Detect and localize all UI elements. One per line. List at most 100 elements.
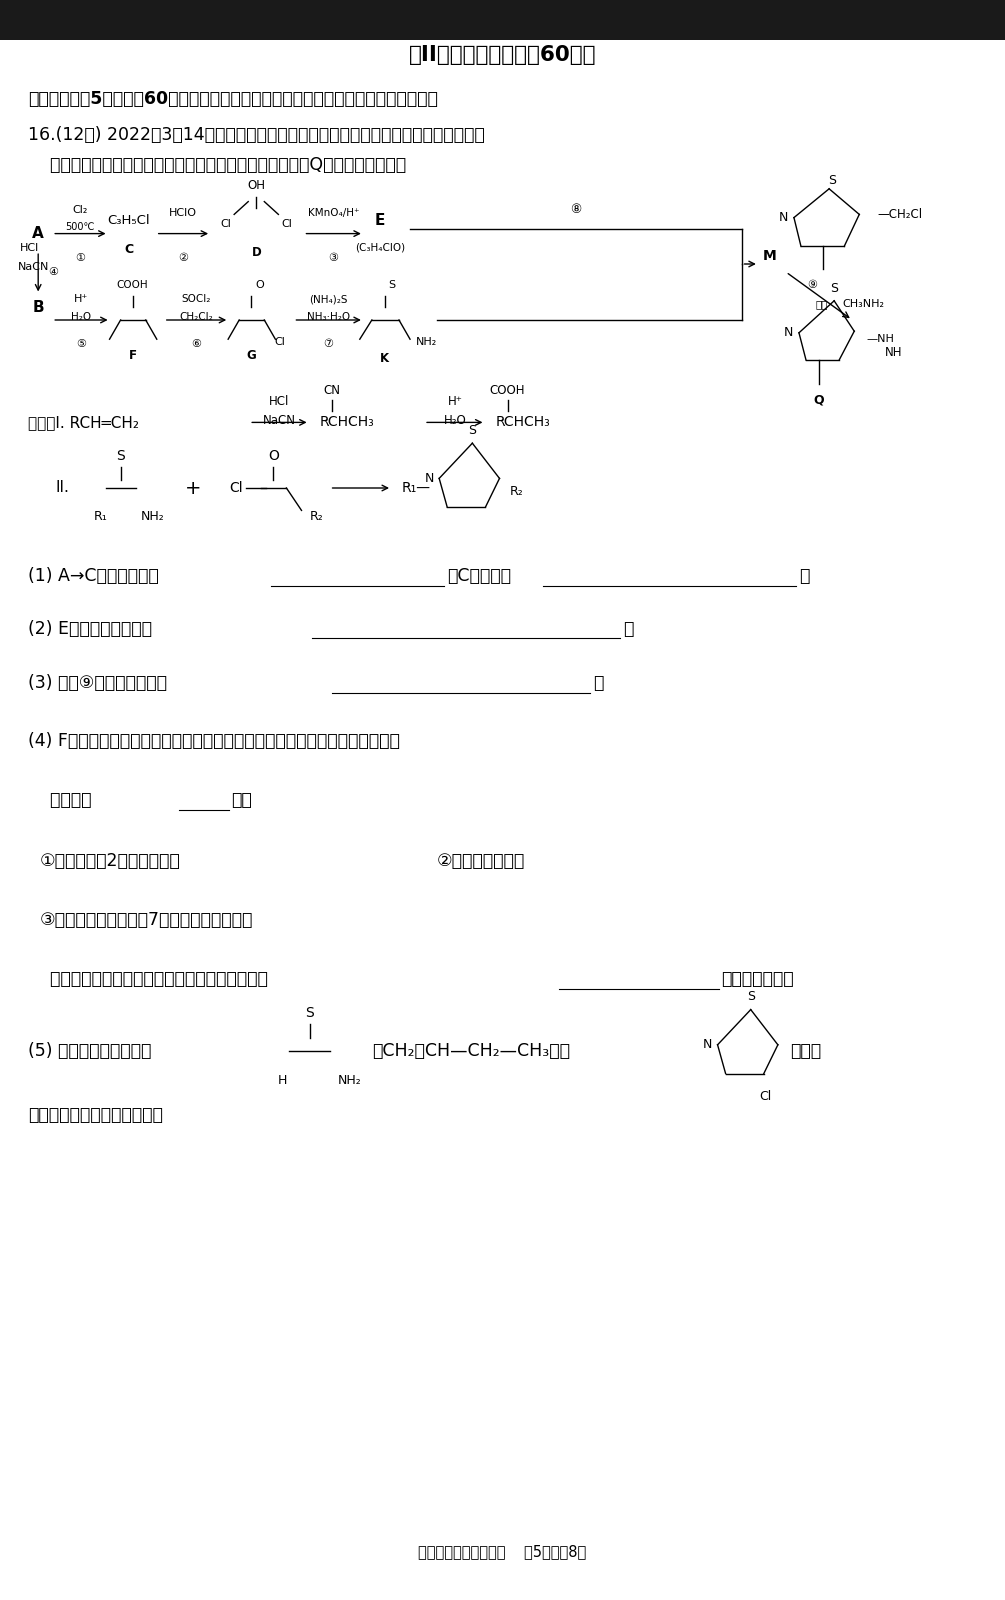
Text: K: K: [380, 352, 390, 365]
Text: RCHCH₃: RCHCH₃: [495, 416, 550, 429]
Text: C₃H₅Cl: C₃H₅Cl: [108, 214, 150, 227]
Text: C: C: [124, 243, 134, 256]
Text: (NH₄)₂S: (NH₄)₂S: [310, 294, 348, 304]
Text: O: O: [255, 280, 263, 290]
Text: M: M: [763, 250, 777, 262]
Text: ②: ②: [178, 253, 188, 262]
Text: (3) 反应⑨的化学方程式为: (3) 反应⑨的化学方程式为: [28, 674, 167, 693]
Text: NH₂: NH₂: [416, 338, 437, 347]
Text: ⑥: ⑥: [191, 339, 201, 349]
Text: 路线（其他无机试剂任选）。: 路线（其他无机试剂任选）。: [28, 1106, 163, 1125]
Text: OH: OH: [247, 179, 265, 192]
Text: ⑤: ⑤: [76, 339, 86, 349]
Text: —NH: —NH: [866, 334, 894, 344]
Text: N: N: [784, 326, 794, 339]
Text: 第II卷（非选择题，共60分）: 第II卷（非选择题，共60分）: [409, 45, 596, 66]
Text: NaCN: NaCN: [263, 414, 295, 427]
Text: H⁺: H⁺: [74, 294, 88, 304]
Text: Cl: Cl: [274, 338, 284, 347]
Text: II.: II.: [55, 480, 69, 496]
Text: 异构）有: 异构）有: [28, 790, 91, 810]
Text: HCl: HCl: [269, 395, 289, 408]
Text: E: E: [375, 213, 385, 229]
Text: S: S: [830, 282, 838, 294]
Text: —CH₂Cl: —CH₂Cl: [877, 208, 923, 221]
Text: 500℃: 500℃: [65, 222, 95, 232]
Text: R₁—: R₁—: [402, 482, 431, 494]
Text: ⑨: ⑨: [807, 280, 817, 290]
Text: 16.(12分) 2022年3月14日国家卫健委公布的《新型冠状病毒肌炎诊疗方案》，将抗新: 16.(12分) 2022年3月14日国家卫健委公布的《新型冠状病毒肌炎诊疗方案…: [28, 126, 484, 144]
Text: NH₂: NH₂: [338, 1074, 362, 1086]
Text: ①: ①: [75, 253, 85, 262]
Text: G: G: [246, 349, 256, 362]
Text: ③: ③: [329, 253, 339, 262]
Text: COOH: COOH: [117, 280, 149, 290]
Text: Cl: Cl: [760, 1090, 772, 1102]
Text: 。: 。: [593, 674, 603, 693]
Text: D: D: [251, 246, 261, 259]
Text: ④: ④: [48, 267, 58, 277]
Text: COOH: COOH: [489, 384, 526, 397]
Text: 。: 。: [623, 619, 633, 638]
Text: 其中含有手性碳原子的同分异构体的结构简式为: 其中含有手性碳原子的同分异构体的结构简式为: [28, 970, 268, 989]
Text: O: O: [268, 450, 278, 462]
Text: (5) 综合上述信息，写出: (5) 综合上述信息，写出: [28, 1042, 152, 1061]
Text: A: A: [32, 226, 44, 242]
Text: S: S: [468, 424, 476, 437]
Text: ⑦: ⑦: [324, 339, 334, 349]
Text: CH₂Cl₂: CH₂Cl₂: [179, 312, 213, 322]
Text: N: N: [779, 211, 789, 224]
Text: Cl: Cl: [229, 482, 243, 494]
Text: SOCl₂: SOCl₂: [181, 294, 211, 304]
Text: N: N: [702, 1038, 713, 1051]
Text: F: F: [129, 349, 137, 362]
Text: （只写一种）。: （只写一种）。: [722, 970, 794, 989]
Text: N: N: [424, 472, 434, 485]
Text: (2) E中官能团的名称为: (2) E中官能团的名称为: [28, 619, 152, 638]
Text: HCl: HCl: [20, 243, 39, 253]
Text: 冠病毒药物利托那韦片写入诊疗方案，该药的一种中间体Q的合成路线如下：: 冠病毒药物利托那韦片写入诊疗方案，该药的一种中间体Q的合成路线如下：: [28, 155, 406, 174]
Text: S: S: [306, 1006, 314, 1019]
Text: 种。: 种。: [231, 790, 252, 810]
Text: 三、本题包括5小题，共60分。答案必须写在答题卡内相应的位置，不能写在试卷上。: 三、本题包括5小题，共60分。答案必须写在答题卡内相应的位置，不能写在试卷上。: [28, 90, 438, 109]
Text: H⁺: H⁺: [448, 395, 462, 408]
Text: ；C的名称为: ；C的名称为: [447, 566, 512, 586]
Text: R₂: R₂: [310, 510, 324, 523]
Text: 过量: 过量: [816, 299, 828, 309]
Text: KMnO₄/H⁺: KMnO₄/H⁺: [308, 208, 360, 218]
Text: (1) A→C的反应类型为: (1) A→C的反应类型为: [28, 566, 159, 586]
Text: S: S: [117, 450, 125, 462]
Text: Cl: Cl: [221, 219, 231, 229]
Text: CH₃NH₂: CH₃NH₂: [842, 299, 884, 309]
Text: H: H: [277, 1074, 287, 1086]
Text: NH: NH: [884, 346, 901, 358]
Text: CN: CN: [324, 384, 340, 397]
Text: ②能发生銀镜反应: ②能发生銀镜反应: [437, 851, 526, 870]
Text: B: B: [32, 299, 44, 315]
Text: NH₃·H₂O: NH₃·H₂O: [308, 312, 350, 322]
Text: HClO: HClO: [169, 208, 197, 218]
Text: R₂: R₂: [510, 485, 524, 498]
Text: ①苯环上只有2个对位取代基: ①苯环上只有2个对位取代基: [40, 851, 181, 870]
Text: H₂O: H₂O: [444, 414, 466, 427]
Text: ③核磁共振氢谱显示有7种不同化学环境的氢: ③核磁共振氢谱显示有7种不同化学环境的氢: [40, 910, 253, 930]
Text: S: S: [747, 990, 755, 1003]
Text: Q: Q: [814, 394, 824, 406]
Bar: [0, 0, 1005, 40]
Text: Cl: Cl: [281, 219, 291, 229]
Text: 已知：I. RCH═CH₂: 已知：I. RCH═CH₂: [28, 414, 139, 430]
Text: 和CH₂＝CH—CH₂—CH₃制备: 和CH₂＝CH—CH₂—CH₃制备: [372, 1042, 570, 1061]
Text: 。: 。: [799, 566, 809, 586]
Text: R₁: R₁: [93, 510, 108, 523]
Text: S: S: [828, 174, 836, 187]
Text: (4) F与苯甲醇反应生成酵，符合下列条件的属于酵的同分异构体（不考虑立体: (4) F与苯甲醇反应生成酵，符合下列条件的属于酵的同分异构体（不考虑立体: [28, 731, 400, 750]
Text: +: +: [185, 478, 201, 498]
Text: NH₂: NH₂: [141, 510, 165, 523]
Text: RCHCH₃: RCHCH₃: [320, 416, 374, 429]
Text: 高三化学模拟考试试题    第5页，共8页: 高三化学模拟考试试题 第5页，共8页: [418, 1544, 587, 1560]
Text: ⑧: ⑧: [570, 203, 582, 216]
Text: S: S: [388, 280, 396, 290]
Text: H₂O: H₂O: [71, 312, 91, 322]
Text: 的合成: 的合成: [790, 1042, 821, 1061]
Text: NaCN: NaCN: [18, 262, 49, 272]
